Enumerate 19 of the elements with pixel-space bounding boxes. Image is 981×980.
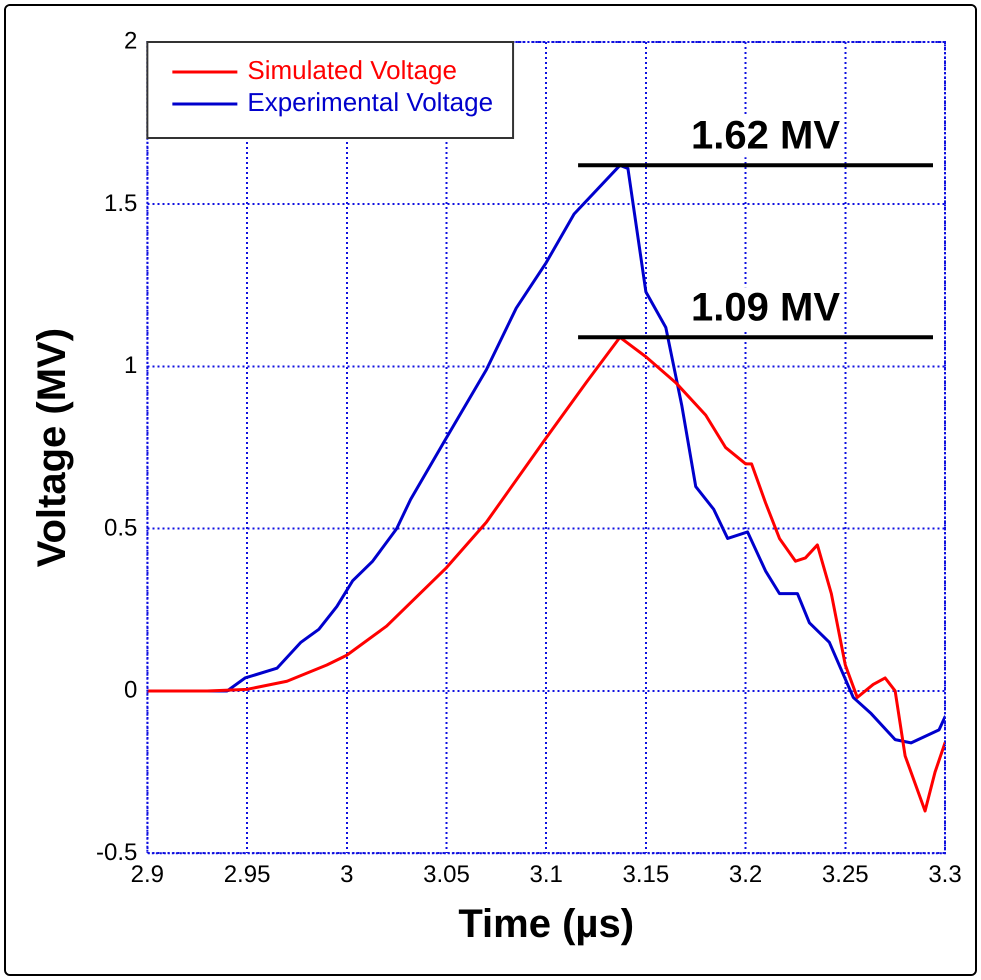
y-axis-title: Voltage (MV) [30,328,74,568]
ref-line-label: 1.09 MV [691,285,840,330]
y-tick-label: 0 [124,676,138,704]
x-tick-label: 3.3 [928,861,962,888]
x-tick-label: 3.25 [822,861,869,888]
x-tick-label: 3.1 [529,861,563,888]
y-tick-label: 0.5 [104,514,138,542]
y-tick-label: 2 [124,28,138,55]
x-tick-label: 3.05 [423,861,470,888]
legend-label: Experimental Voltage [247,87,494,118]
y-tick-label: 1.5 [104,190,138,217]
x-axis-title: Time (µs) [458,902,634,946]
x-tick-label: 3.2 [728,861,762,888]
legend-label: Simulated Voltage [247,55,457,86]
ref-line-label: 1.62 MV [691,113,840,158]
x-tick-label: 2.95 [224,861,270,888]
x-tick-label: 3.15 [622,861,670,888]
y-tick-label: 1 [124,352,138,380]
x-tick-label: 3 [340,861,354,888]
